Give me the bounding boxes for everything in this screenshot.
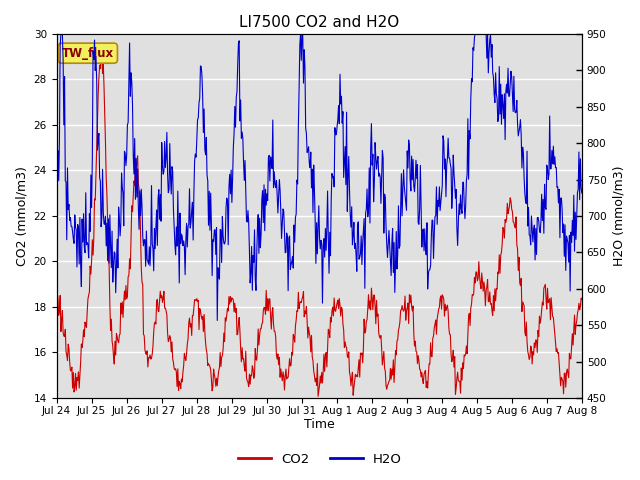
X-axis label: Time: Time xyxy=(304,419,335,432)
Y-axis label: H2O (mmol/m3): H2O (mmol/m3) xyxy=(612,166,625,266)
Legend: CO2, H2O: CO2, H2O xyxy=(233,447,407,471)
Y-axis label: CO2 (mmol/m3): CO2 (mmol/m3) xyxy=(15,166,28,266)
Text: TW_flux: TW_flux xyxy=(62,47,114,60)
Title: LI7500 CO2 and H2O: LI7500 CO2 and H2O xyxy=(239,15,399,30)
